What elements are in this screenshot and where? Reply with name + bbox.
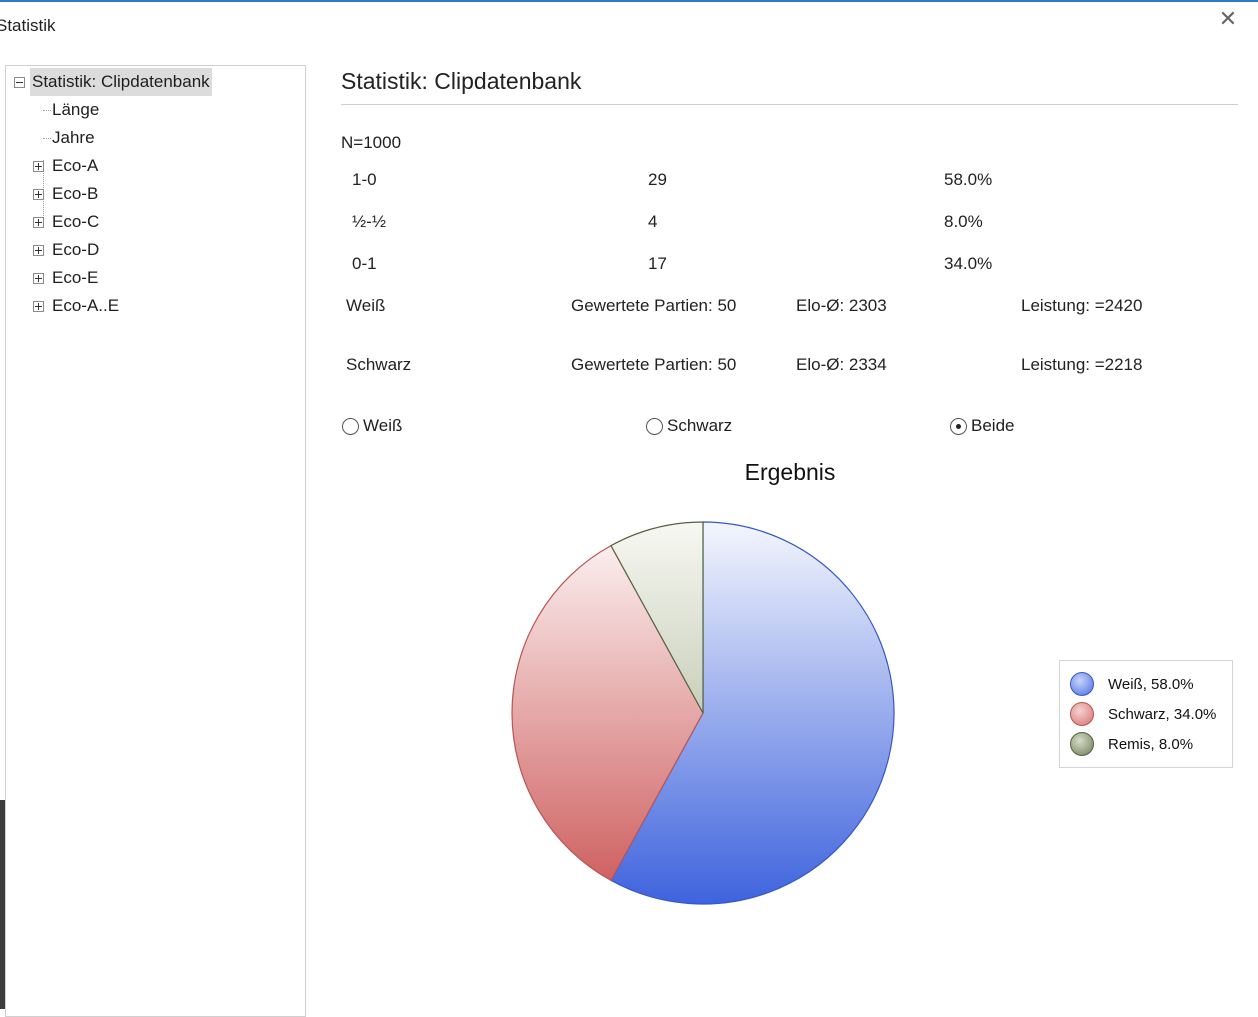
window-title: Statistik	[0, 16, 56, 35]
close-button[interactable]: ✕	[1218, 6, 1238, 31]
result-count: 17	[648, 254, 667, 273]
tree-connector	[43, 160, 44, 216]
chart-title: Ergebnis	[744, 459, 836, 485]
player-elo: Elo-Ø: 2334	[796, 355, 887, 374]
player-side: Schwarz	[346, 355, 412, 374]
result-label: 1-0	[352, 170, 377, 189]
player-performance: Leistung: =2420	[1021, 296, 1143, 315]
player-side: Weiß	[346, 296, 386, 315]
legend-item-remis: Remis, 8.0%	[1070, 731, 1193, 757]
page-title: Statistik: Clipdatenbank	[341, 68, 582, 94]
window-top-border	[0, 0, 1258, 2]
sample-size: N=1000	[341, 133, 402, 152]
radio-label: Beide	[971, 416, 1015, 435]
player-games: Gewertete Partien: 50	[571, 355, 737, 374]
statistics-tree[interactable]: Statistik: Clipdatenbank Länge Jahre Eco…	[5, 65, 306, 1017]
player-games: Gewertete Partien: 50	[571, 296, 737, 315]
radio-label: Weiß	[363, 416, 403, 435]
result-count: 4	[648, 212, 658, 231]
result-percent: 58.0%	[944, 170, 993, 189]
radio-circle-icon	[342, 417, 359, 435]
result-percent: 34.0%	[944, 254, 993, 273]
pie-slice-remis	[610, 521, 704, 714]
radio-circle-selected-icon	[950, 417, 967, 435]
radio-beide[interactable]: Beide	[950, 415, 1014, 437]
legend-swatch	[1070, 732, 1094, 756]
collapse-icon[interactable]	[14, 77, 25, 88]
legend-swatch	[1070, 672, 1094, 696]
divider	[341, 104, 1238, 105]
expand-icon[interactable]	[33, 245, 44, 256]
radio-circle-icon	[646, 417, 663, 435]
player-performance: Leistung: =2218	[1021, 355, 1143, 374]
result-count: 29	[648, 170, 667, 189]
legend-item-schwarz: Schwarz, 34.0%	[1070, 701, 1216, 727]
radio-weiss[interactable]: Weiß	[342, 415, 402, 437]
result-label: 0-1	[352, 254, 377, 273]
result-percent: 8.0%	[944, 212, 983, 231]
tree-node-root-label: Statistik: Clipdatenbank	[30, 68, 212, 96]
legend-swatch	[1070, 702, 1094, 726]
expand-icon[interactable]	[33, 301, 44, 312]
player-elo: Elo-Ø: 2303	[796, 296, 887, 315]
radio-label: Schwarz	[667, 416, 733, 435]
expand-icon[interactable]	[33, 273, 44, 284]
expand-icon[interactable]	[33, 217, 44, 228]
radio-schwarz[interactable]: Schwarz	[646, 415, 732, 437]
legend-item-weiss: Weiß, 58.0%	[1070, 671, 1194, 697]
chart-legend: Weiß, 58.0% Schwarz, 34.0% Remis, 8.0%	[1059, 660, 1233, 768]
expand-icon[interactable]	[33, 189, 44, 200]
result-label: ½-½	[352, 212, 387, 231]
pie-chart	[511, 521, 895, 905]
pie-slice-schwarz	[511, 544, 704, 882]
expand-icon[interactable]	[33, 161, 44, 172]
pie-slice-weiss	[610, 521, 895, 905]
